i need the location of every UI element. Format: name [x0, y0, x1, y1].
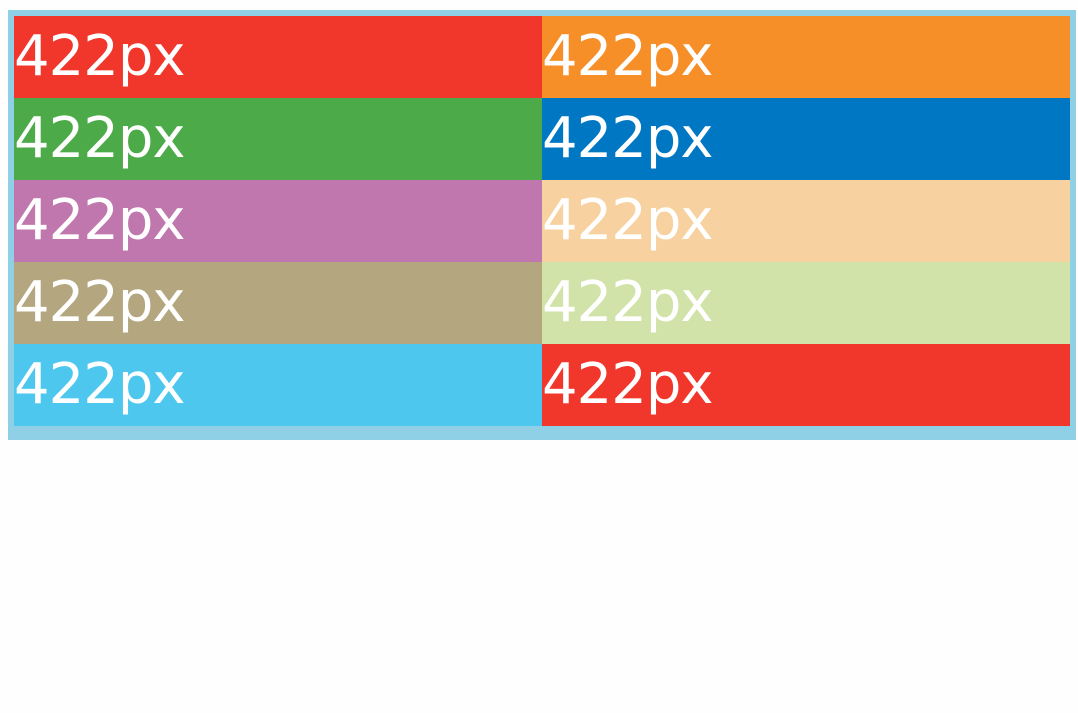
- grid-item-1: 422px: [14, 16, 542, 98]
- grid-item-3: 422px: [14, 98, 542, 180]
- grid-item-8: 422px: [542, 262, 1070, 344]
- grid-item-10: 422px: [542, 344, 1070, 426]
- grid-container: 422px 422px 422px 422px 422px 422px 422p…: [8, 10, 1076, 440]
- grid-item-5: 422px: [14, 180, 542, 262]
- grid-item-7: 422px: [14, 262, 542, 344]
- grid-item-9: 422px: [14, 344, 542, 426]
- grid-item-4: 422px: [542, 98, 1070, 180]
- grid-item-2: 422px: [542, 16, 1070, 98]
- grid-item-6: 422px: [542, 180, 1070, 262]
